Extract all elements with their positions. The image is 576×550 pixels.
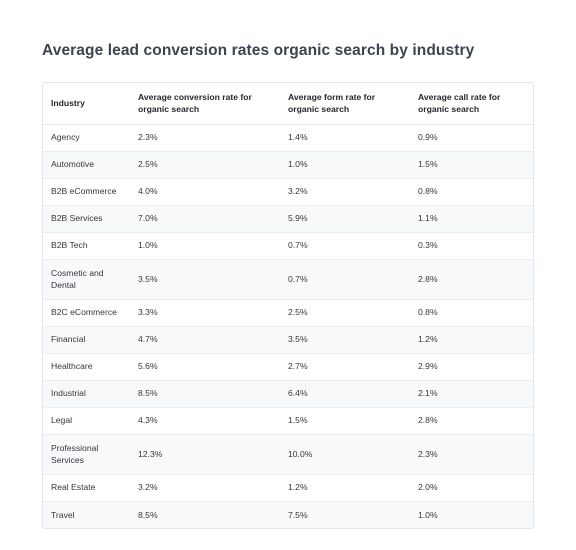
table-row: Automotive 2.5% 1.0% 1.5% bbox=[43, 151, 533, 178]
form-rate-cell: 0.7% bbox=[288, 273, 308, 284]
page-title: Average lead conversion rates organic se… bbox=[42, 42, 475, 59]
call-rate-cell: 2.8% bbox=[418, 273, 438, 284]
column-header-call-rate: Average call rate for organic search bbox=[410, 83, 533, 125]
form-rate-cell: 2.7% bbox=[288, 361, 308, 372]
call-rate-cell: 0.9% bbox=[418, 132, 438, 143]
table-row: B2C eCommerce 3.3% 2.5% 0.8% bbox=[43, 299, 533, 326]
form-rate-cell: 1.0% bbox=[288, 159, 308, 170]
industry-cell: B2B Tech bbox=[51, 240, 88, 251]
data-table: Industry Average conversion rate for org… bbox=[43, 83, 533, 528]
industry-cell: Real Estate bbox=[51, 482, 96, 493]
call-rate-cell: 0.3% bbox=[418, 240, 438, 251]
form-rate-cell: 1.2% bbox=[288, 482, 308, 493]
conversion-rate-cell: 2.3% bbox=[138, 132, 158, 143]
form-rate-cell: 0.7% bbox=[288, 240, 308, 251]
form-rate-cell: 1.5% bbox=[288, 415, 308, 426]
form-rate-cell: 6.4% bbox=[288, 388, 308, 399]
call-rate-cell: 1.2% bbox=[418, 334, 438, 345]
industry-cell: B2C eCommerce bbox=[51, 307, 117, 318]
industry-cell: Professional Services bbox=[51, 442, 99, 466]
form-rate-cell: 2.5% bbox=[288, 307, 308, 318]
table-row: Professional Services 12.3% 10.0% 2.3% bbox=[43, 434, 533, 474]
industry-cell: Industrial bbox=[51, 388, 86, 399]
call-rate-cell: 2.8% bbox=[418, 415, 438, 426]
call-rate-cell: 1.0% bbox=[418, 509, 438, 520]
industry-cell: Automotive bbox=[51, 159, 94, 170]
form-rate-cell: 3.2% bbox=[288, 186, 308, 197]
form-rate-cell: 1.4% bbox=[288, 132, 308, 143]
conversion-rate-cell: 3.5% bbox=[138, 273, 158, 284]
form-rate-cell: 7.5% bbox=[288, 509, 308, 520]
call-rate-cell: 2.9% bbox=[418, 361, 438, 372]
conversion-rates-table: Industry Average conversion rate for org… bbox=[42, 82, 534, 529]
table-row: Agency 2.3% 1.4% 0.9% bbox=[43, 124, 533, 151]
table-row: Legal 4.3% 1.5% 2.8% bbox=[43, 407, 533, 434]
industry-cell: B2B eCommerce bbox=[51, 186, 117, 197]
table-row: B2B Tech 1.0% 0.7% 0.3% bbox=[43, 232, 533, 259]
table-row: Real Estate 3.2% 1.2% 2.0% bbox=[43, 474, 533, 501]
industry-cell: Cosmetic and Dental bbox=[51, 267, 104, 291]
call-rate-cell: 0.8% bbox=[418, 186, 438, 197]
conversion-rate-cell: 4.0% bbox=[138, 186, 158, 197]
conversion-rate-cell: 8.5% bbox=[138, 509, 158, 520]
conversion-rate-cell: 3.3% bbox=[138, 307, 158, 318]
conversion-rate-cell: 4.3% bbox=[138, 415, 158, 426]
table-row: Travel 8.5% 7.5% 1.0% bbox=[43, 501, 533, 528]
form-rate-cell: 3.5% bbox=[288, 334, 308, 345]
form-rate-cell: 10.0% bbox=[288, 448, 313, 459]
industry-cell: B2B Services bbox=[51, 213, 103, 224]
column-header-form-rate: Average form rate for organic search bbox=[280, 83, 410, 125]
conversion-rate-cell: 5.6% bbox=[138, 361, 158, 372]
call-rate-cell: 2.0% bbox=[418, 482, 438, 493]
table-row: Healthcare 5.6% 2.7% 2.9% bbox=[43, 353, 533, 380]
call-rate-cell: 1.5% bbox=[418, 159, 438, 170]
industry-cell: Agency bbox=[51, 132, 80, 143]
conversion-rate-cell: 12.3% bbox=[138, 448, 163, 459]
conversion-rate-cell: 7.0% bbox=[138, 213, 158, 224]
call-rate-cell: 1.1% bbox=[418, 213, 438, 224]
call-rate-cell: 0.8% bbox=[418, 307, 438, 318]
industry-cell: Travel bbox=[51, 509, 75, 520]
table-row: Cosmetic and Dental 3.5% 0.7% 2.8% bbox=[43, 259, 533, 299]
table-row: Industrial 8.5% 6.4% 2.1% bbox=[43, 380, 533, 407]
call-rate-cell: 2.3% bbox=[418, 448, 438, 459]
table-row: Financial 4.7% 3.5% 1.2% bbox=[43, 326, 533, 353]
conversion-rate-cell: 1.0% bbox=[138, 240, 158, 251]
column-header-conversion-rate: Average conversion rate for organic sear… bbox=[130, 83, 280, 125]
conversion-rate-cell: 8.5% bbox=[138, 388, 158, 399]
conversion-rate-cell: 2.5% bbox=[138, 159, 158, 170]
column-header-industry: Industry bbox=[43, 83, 130, 125]
industry-cell: Financial bbox=[51, 334, 86, 345]
industry-cell: Legal bbox=[51, 415, 73, 426]
form-rate-cell: 5.9% bbox=[288, 213, 308, 224]
conversion-rate-cell: 4.7% bbox=[138, 334, 158, 345]
table-row: B2B Services 7.0% 5.9% 1.1% bbox=[43, 205, 533, 232]
table-header-row: Industry Average conversion rate for org… bbox=[43, 83, 533, 125]
conversion-rate-cell: 3.2% bbox=[138, 482, 158, 493]
industry-cell: Healthcare bbox=[51, 361, 93, 372]
call-rate-cell: 2.1% bbox=[418, 388, 438, 399]
table-row: B2B eCommerce 4.0% 3.2% 0.8% bbox=[43, 178, 533, 205]
